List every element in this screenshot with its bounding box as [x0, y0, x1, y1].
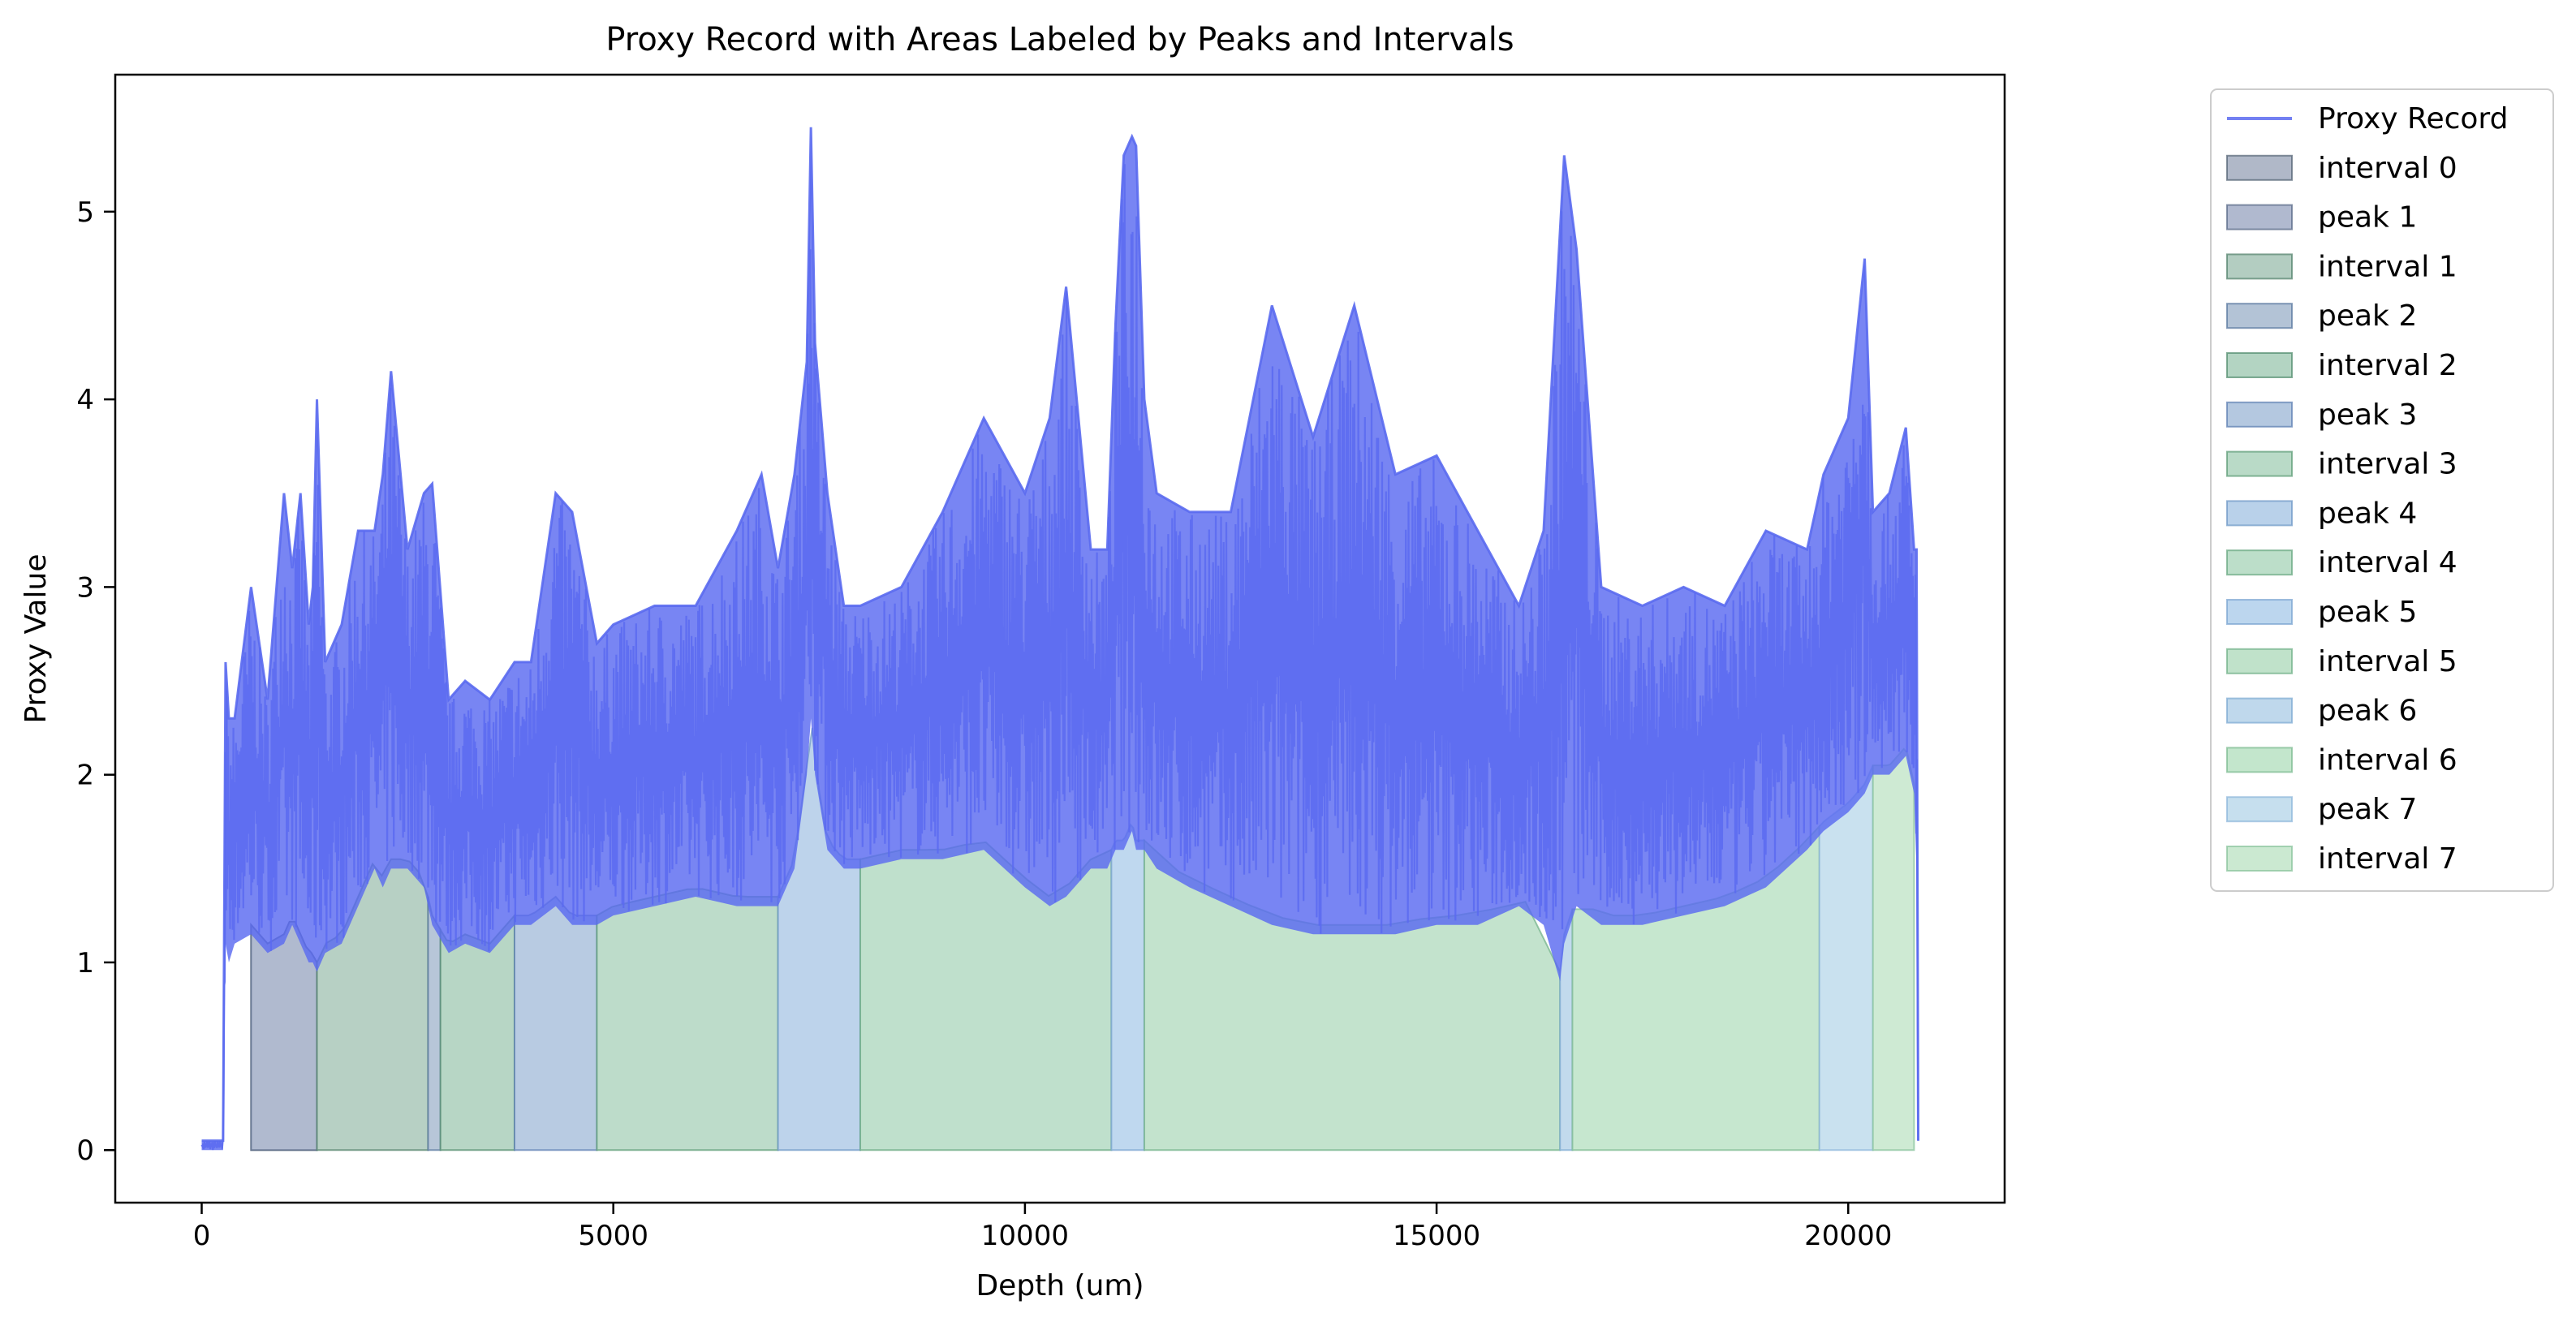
legend-item: peak 3	[2226, 398, 2417, 432]
x-tick-label: 15000	[1393, 1220, 1480, 1252]
legend-swatch	[2226, 846, 2293, 872]
legend-item: interval 0	[2226, 152, 2458, 185]
legend-item: peak 4	[2226, 497, 2417, 530]
y-tick-label: 1	[76, 947, 94, 979]
legend-swatch	[2226, 599, 2293, 625]
legend-item: interval 1	[2226, 250, 2458, 283]
area-peak-3	[513, 895, 598, 1152]
proxy-record-line-layer	[200, 127, 1919, 1151]
legend-swatch	[2226, 352, 2293, 378]
legend-label: interval 3	[2318, 448, 2458, 481]
area-peak-5	[1110, 823, 1145, 1152]
legend-item: interval 3	[2226, 448, 2458, 481]
y-tick-label: 3	[76, 571, 94, 604]
legend-label: interval 5	[2318, 645, 2458, 678]
legend-item: interval 2	[2226, 349, 2458, 382]
legend-label: peak 6	[2318, 695, 2417, 728]
legend-item: peak 2	[2226, 299, 2417, 333]
legend-label: interval 6	[2318, 743, 2458, 777]
legend-swatch	[2226, 253, 2293, 280]
y-tick-label: 0	[76, 1134, 94, 1167]
y-tick-label: 5	[76, 196, 94, 229]
legend-label: peak 2	[2318, 299, 2417, 333]
x-tick-label: 5000	[578, 1220, 648, 1252]
legend-swatch	[2226, 747, 2293, 773]
legend-item: interval 5	[2226, 645, 2458, 678]
legend-item: interval 6	[2226, 743, 2458, 777]
x-tick-label: 0	[193, 1220, 211, 1252]
legend-swatch	[2226, 204, 2293, 230]
legend-swatch	[2226, 450, 2293, 477]
y-axis-label: Proxy Value	[19, 554, 53, 724]
legend-item: peak 1	[2226, 201, 2417, 235]
legend-label: interval 1	[2318, 250, 2458, 283]
legend-item: interval 7	[2226, 842, 2458, 876]
legend-label: peak 1	[2318, 201, 2417, 235]
area-interval-7	[1872, 747, 1915, 1152]
legend-swatch	[2226, 154, 2293, 181]
legend-label: interval 4	[2318, 546, 2458, 579]
legend-label: peak 4	[2318, 497, 2417, 530]
legend-item: Proxy Record	[2227, 102, 2508, 136]
legend-swatch	[2226, 401, 2293, 428]
x-tick-label: 20000	[1804, 1220, 1892, 1252]
legend-swatch	[2226, 500, 2293, 527]
x-axis: 0 5000 10000 15000 20000	[193, 1203, 1892, 1252]
legend-swatch	[2226, 697, 2293, 724]
legend-frame	[2210, 88, 2554, 892]
proxy-record-line	[200, 164, 1919, 1151]
legend-item: peak 5	[2226, 596, 2417, 629]
area-interval-3	[596, 888, 779, 1152]
legend-label: interval 0	[2318, 152, 2458, 185]
proxy-record-peaks	[201, 127, 1919, 1143]
legend-label: peak 7	[2318, 793, 2417, 826]
y-tick-label: 2	[76, 760, 94, 792]
legend-swatch	[2226, 648, 2293, 674]
legend-item: interval 4	[2226, 546, 2458, 579]
legend-label: Proxy Record	[2318, 102, 2508, 136]
plot-frame	[114, 73, 2006, 1204]
area-interval-4	[859, 841, 1113, 1152]
legend: Proxy Record interval 0 peak 1 interval 1 pe…	[2210, 88, 2554, 892]
legend-swatch	[2226, 303, 2293, 329]
legend-item: peak 7	[2226, 793, 2417, 826]
chart-title: Proxy Record with Areas Labeled by Peaks…	[605, 21, 1514, 58]
legend-swatch	[2226, 796, 2293, 823]
legend-swatch	[2226, 549, 2293, 576]
legend-label: interval 7	[2318, 842, 2458, 876]
legend-items: Proxy Record interval 0 peak 1 interval 1 pe…	[2226, 102, 2508, 876]
y-tick-label: 4	[76, 384, 94, 416]
x-tick-label: 10000	[981, 1220, 1069, 1252]
legend-label: interval 2	[2318, 349, 2458, 382]
y-axis: 0 1 2 3 4 5	[76, 196, 115, 1167]
legend-label: peak 3	[2318, 398, 2417, 432]
x-axis-label: Depth (um)	[976, 1269, 1144, 1302]
legend-label: peak 5	[2318, 596, 2417, 629]
legend-item: peak 6	[2226, 695, 2417, 728]
